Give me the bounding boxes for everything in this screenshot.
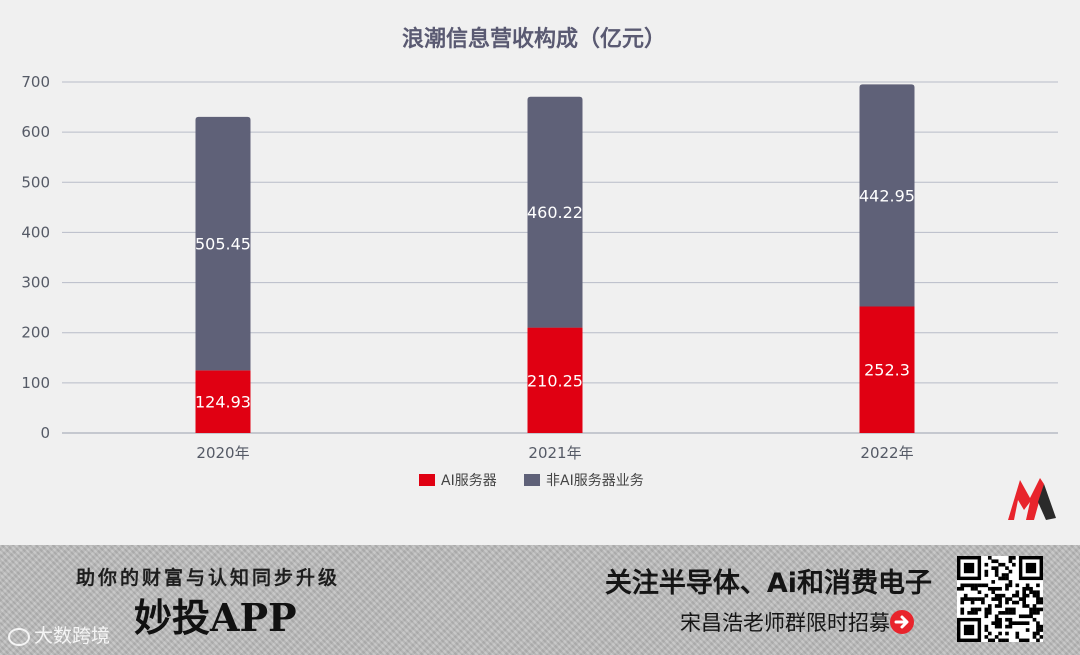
- bar-segment: [859, 84, 915, 307]
- stacked-bar-chart: 浪潮信息营收构成（亿元） 0 100 200 300 400 500 600 700 124.…: [21, 26, 1058, 489]
- legend: AI服务器 非AI服务器业务: [419, 473, 644, 489]
- bar-data-label: 252.3: [864, 361, 910, 380]
- arrow-right-circle-icon[interactable]: [890, 610, 914, 634]
- banner-subline: 宋昌浩老师群限时招募: [680, 611, 890, 635]
- y-tick-label: 300: [21, 274, 50, 292]
- x-tick-label: 2022年: [860, 444, 913, 462]
- y-axis-ticks: 0 100 200 300 400 500 600 700: [21, 73, 50, 442]
- bar-data-label: 460.22: [527, 203, 583, 222]
- x-tick-label: 2020年: [196, 444, 249, 462]
- bar-segment: [195, 116, 251, 371]
- y-tick-label: 100: [21, 374, 50, 392]
- watermark-text: 大数跨境: [34, 625, 111, 647]
- legend-label-ai: AI服务器: [441, 473, 497, 489]
- y-tick-label: 400: [21, 223, 50, 241]
- bar-segment: [859, 306, 915, 433]
- watermark: 大数跨境: [8, 621, 110, 648]
- legend-swatch-non-ai: [524, 474, 540, 486]
- chart-title: 浪潮信息营收构成（亿元）: [402, 26, 666, 52]
- y-tick-label: 0: [40, 424, 50, 442]
- bar-data-label: 124.93: [195, 393, 251, 412]
- x-tick-label: 2021年: [528, 444, 581, 462]
- bar-data-label: 442.95: [859, 186, 915, 205]
- banner-headline: 关注半导体、Ai和消费电子: [604, 568, 932, 599]
- promo-banner: 助你的财富与认知同步升级 妙投APP 关注半导体、Ai和消费电子 宋昌浩老师群限…: [0, 545, 1080, 655]
- y-tick-label: 600: [21, 123, 50, 141]
- brand-m-logo-icon: [1008, 478, 1056, 520]
- bar-segment: [195, 370, 251, 433]
- weibo-icon: [8, 627, 30, 646]
- bar-segment: [527, 96, 583, 328]
- bars: 124.93 505.45 210.25 460.22 252.3 442.95: [195, 84, 915, 433]
- y-tick-label: 500: [21, 173, 50, 191]
- x-axis-ticks: 2020年 2021年 2022年: [196, 444, 913, 462]
- banner-slogan: 助你的财富与认知同步升级: [76, 567, 341, 589]
- chart-area: 浪潮信息营收构成（亿元） 0 100 200 300 400 500 600 700 124.…: [21, 26, 1058, 520]
- bar-segment: [527, 327, 583, 433]
- bar-data-label: 210.25: [527, 371, 583, 390]
- y-tick-label: 200: [21, 324, 50, 342]
- legend-swatch-ai: [419, 474, 435, 486]
- y-tick-label: 700: [21, 73, 50, 91]
- legend-label-non-ai: 非AI服务器业务: [546, 473, 644, 489]
- qr-code-icon[interactable]: [957, 556, 1043, 642]
- bar-data-label: 505.45: [195, 235, 251, 254]
- banner-app-name: 妙投APP: [134, 595, 297, 640]
